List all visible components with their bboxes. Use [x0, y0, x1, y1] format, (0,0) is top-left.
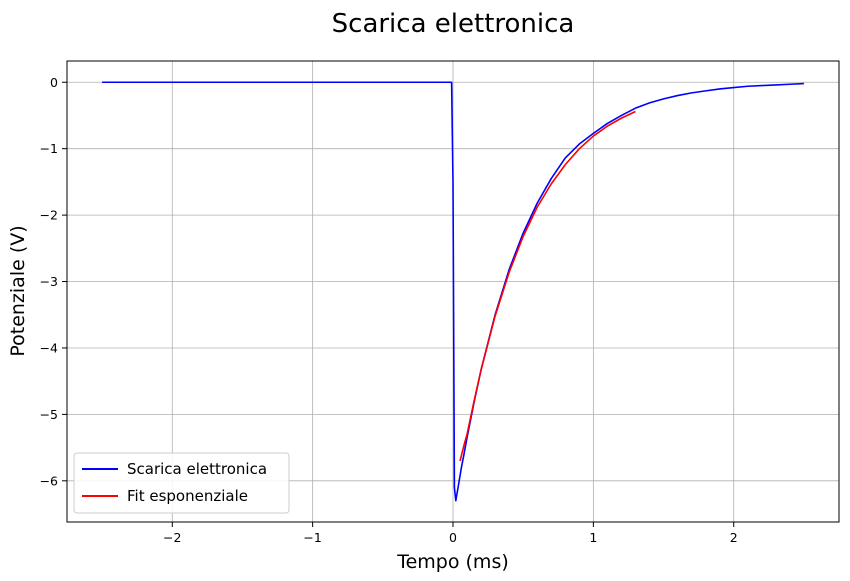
series-line-0: [102, 81, 804, 502]
y-tick-label: −3: [40, 274, 58, 289]
legend: Scarica elettronica Fit esponenziale: [73, 452, 290, 514]
series-line-1: [459, 110, 636, 462]
axis-ticks: −2 −1 0 1 2 0 −1 −2 −3 −4 −5 −6: [40, 75, 738, 545]
legend-label-fit: Fit esponenziale: [127, 487, 248, 505]
x-tick-label: −2: [163, 530, 181, 545]
chart-title: Scarica elettronica: [332, 9, 575, 39]
x-tick-label: 0: [449, 530, 457, 545]
y-axis-label: Potenziale (V): [7, 225, 29, 356]
y-tick-label: −6: [40, 473, 58, 488]
x-axis-label: Tempo (ms): [396, 551, 509, 573]
legend-box: [73, 452, 290, 514]
x-tick-label: 2: [730, 530, 738, 545]
x-tick-label: 1: [589, 530, 597, 545]
y-tick-label: −5: [40, 407, 58, 422]
legend-label-scarica: Scarica elettronica: [127, 460, 267, 478]
y-tick-label: −1: [40, 141, 58, 156]
x-tick-label: −1: [303, 530, 321, 545]
y-tick-label: −4: [40, 340, 58, 355]
y-tick-label: −2: [40, 208, 58, 223]
y-tick-label: 0: [50, 75, 58, 90]
series-lines: [102, 81, 804, 502]
